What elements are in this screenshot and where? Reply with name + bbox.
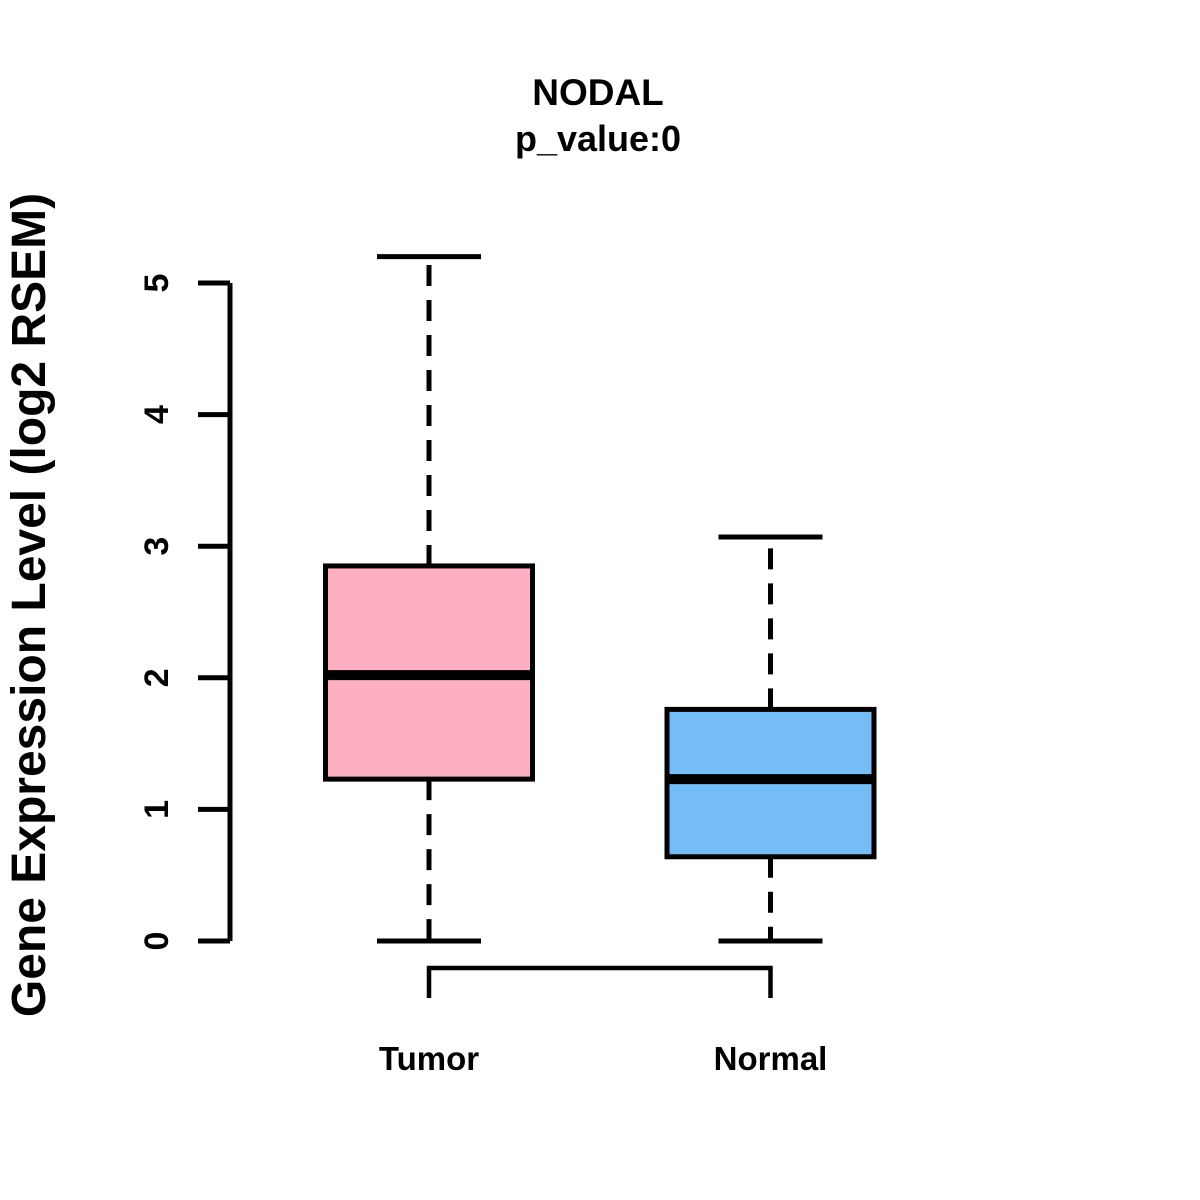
y-axis-tick-label: 3 bbox=[138, 537, 176, 556]
y-axis-tick-label: 5 bbox=[138, 274, 176, 293]
x-category-label-tumor: Tumor bbox=[379, 1040, 479, 1077]
plot-dynamic-layer: 0 1 2 3 4 5 Tumor Normal bbox=[138, 254, 877, 1077]
x-category-label-normal: Normal bbox=[714, 1040, 828, 1077]
y-axis-tick-label: 4 bbox=[138, 405, 176, 424]
y-axis-tick-label: 2 bbox=[138, 668, 176, 687]
comparison-bracket bbox=[426, 965, 773, 998]
y-axis-tick-label: 1 bbox=[138, 800, 176, 819]
chart-title: NODAL bbox=[532, 72, 664, 113]
y-axis-label: Gene Expression Level (log2 RSEM) bbox=[3, 193, 56, 1017]
chart-subtitle: p_value:0 bbox=[515, 118, 681, 159]
y-axis-tick-label: 0 bbox=[138, 932, 176, 951]
